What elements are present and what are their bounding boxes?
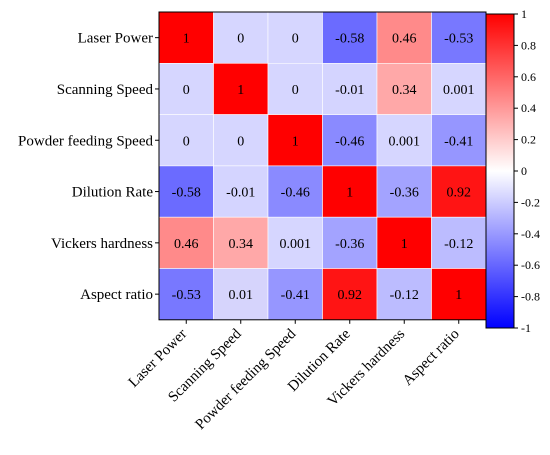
heatmap-cell — [158, 11, 214, 64]
colorbar-tick-label: 0 — [521, 164, 527, 178]
cell-value-label: 0 — [183, 83, 190, 98]
colorbar-tick-label: -0.4 — [521, 227, 540, 241]
x-tick-label: Aspect ratio — [400, 326, 463, 389]
y-tick-labels: Laser Power Scanning Speed Powder feeding … — [18, 31, 159, 303]
cell-value-label: -0.46 — [281, 186, 310, 201]
cell-value-label: 0.92 — [447, 186, 472, 201]
cell-value-label: 0.92 — [338, 288, 363, 303]
cell-value-label: 0.001 — [389, 134, 421, 149]
cell-value-label: 0 — [237, 134, 244, 149]
heatmap-cell — [431, 114, 487, 167]
heatmap-cell — [267, 114, 323, 167]
cell-value-label: -0.53 — [172, 288, 201, 303]
cell-value-label: 0 — [292, 83, 299, 98]
cell-value-label: -0.36 — [390, 186, 419, 201]
cell-value-label: -0.53 — [444, 32, 473, 47]
heatmap-cell — [213, 11, 269, 64]
colorbar-tick-label: 0.8 — [521, 38, 536, 52]
heatmap-cell — [376, 268, 432, 321]
heatmap-cell — [376, 216, 432, 269]
cell-value-label: 0.01 — [229, 288, 254, 303]
colorbar-tick-label: -0.8 — [521, 290, 540, 304]
heatmap-value-labels: 1 0 0 -0.58 0.46 -0.53 0 1 0 -0.01 0.34 0.001 0 0 1 -0.… — [172, 32, 475, 303]
y-tick-label: Vickers hardness — [51, 236, 153, 252]
y-tick-label: Aspect ratio — [80, 287, 153, 303]
heatmap-cell — [322, 11, 378, 64]
cell-value-label: -0.46 — [335, 134, 364, 149]
cell-value-label: -0.01 — [335, 83, 364, 98]
cell-value-label: 0 — [237, 32, 244, 47]
colorbar-tick-label: -0.6 — [521, 258, 540, 272]
colorbar-tick-label: -1 — [521, 321, 531, 335]
heatmap-cell — [267, 165, 323, 218]
heatmap-cell — [158, 216, 214, 269]
cell-value-label: -0.12 — [444, 237, 473, 252]
colorbar-tick-label: -0.2 — [521, 195, 540, 209]
cell-value-label: -0.41 — [444, 134, 473, 149]
heatmap-cell — [431, 62, 487, 115]
cell-value-label: 1 — [237, 83, 244, 98]
cell-value-label: 1 — [292, 134, 299, 149]
cell-value-label: -0.58 — [335, 32, 364, 47]
cell-value-label: 0 — [292, 32, 299, 47]
cell-value-label: 1 — [346, 186, 353, 201]
cell-value-label: -0.41 — [281, 288, 310, 303]
cell-value-label: 1 — [183, 32, 190, 47]
colorbar-tick-label: 0.2 — [521, 133, 536, 147]
heatmap-cell — [431, 11, 487, 64]
heatmap-cell — [267, 216, 323, 269]
heatmap-cell — [376, 11, 432, 64]
cell-value-label: 0.001 — [280, 237, 312, 252]
y-tick-label: Scanning Speed — [57, 82, 154, 98]
heatmap-cell — [322, 114, 378, 167]
cell-value-label: 0.34 — [392, 83, 417, 98]
x-tick-label: Powder feeding Speed — [192, 326, 299, 433]
y-tick-label: Dilution Rate — [72, 185, 154, 201]
cell-value-label: -0.36 — [335, 237, 364, 252]
heatmap-cell — [213, 114, 269, 167]
heatmap-cell — [322, 216, 378, 269]
heatmap-cell — [322, 62, 378, 115]
y-tick-label: Laser Power — [78, 31, 153, 47]
cell-value-label: 1 — [455, 288, 462, 303]
cell-value-label: -0.12 — [390, 288, 419, 303]
cell-value-label: 1 — [401, 237, 408, 252]
colorbar-tick-label: 0.6 — [521, 70, 536, 84]
colorbar-tick-label: 1 — [521, 7, 527, 21]
heatmap-cell — [431, 268, 487, 321]
y-tick-label: Powder feeding Speed — [18, 133, 153, 149]
heatmap-cell — [213, 165, 269, 218]
heatmap-cell — [158, 114, 214, 167]
heatmap-cell — [158, 165, 214, 218]
heatmap-cell — [213, 62, 269, 115]
cell-value-label: 0 — [183, 134, 190, 149]
colorbar-gradient — [485, 13, 515, 329]
heatmap-cell — [158, 268, 214, 321]
cell-value-label: -0.58 — [172, 186, 201, 201]
cell-value-label: 0.46 — [174, 237, 199, 252]
heatmap-cell — [376, 114, 432, 167]
heatmap-cell — [322, 165, 378, 218]
cell-value-label: 0.001 — [443, 83, 475, 98]
heatmap-cell — [376, 165, 432, 218]
cell-value-label: -0.01 — [226, 186, 255, 201]
heatmap-cells — [158, 11, 487, 321]
colorbar-tick-label: 0.4 — [521, 101, 536, 115]
cell-value-label: 0.46 — [392, 32, 417, 47]
cell-value-label: 0.34 — [229, 237, 254, 252]
colorbar: 1 0.8 0.6 0.4 0.2 0 -0.2 -0.4 -0.6 -0.8 -1 — [485, 7, 540, 335]
